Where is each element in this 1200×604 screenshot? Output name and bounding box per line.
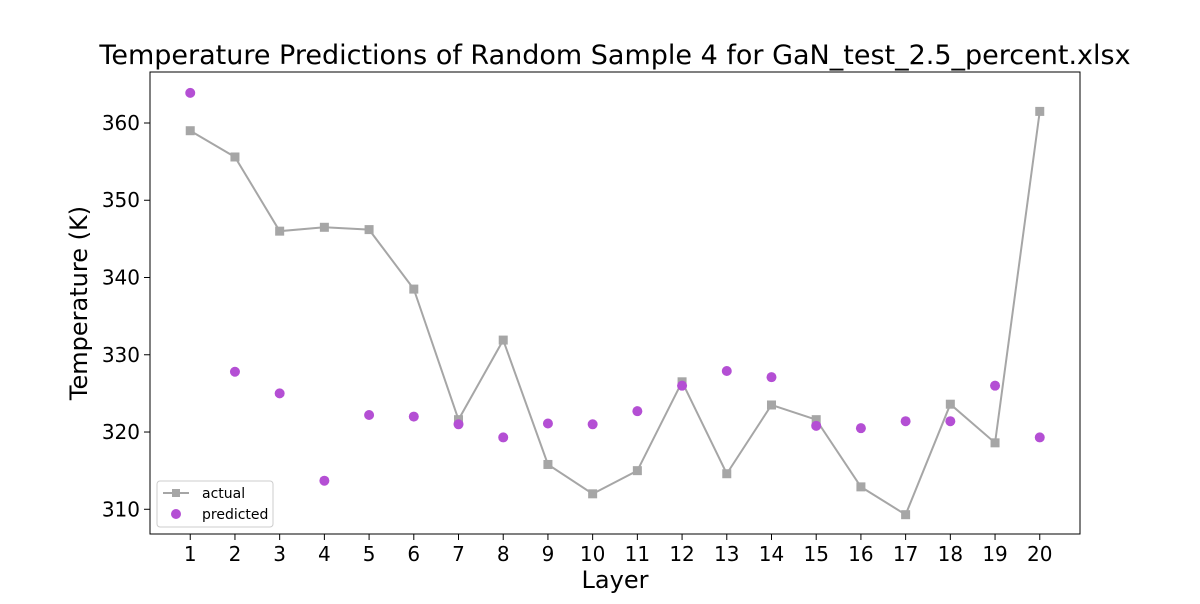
legend-label-actual: actual [202, 486, 245, 502]
data-point-predicted [855, 423, 866, 434]
data-point-predicted [1034, 432, 1045, 443]
data-point-actual [409, 284, 419, 294]
x-tick-label: 17 [893, 542, 918, 566]
y-tick-label: 330 [102, 343, 140, 367]
data-point-predicted [408, 411, 419, 422]
data-point-predicted [990, 380, 1001, 391]
x-tick-label: 18 [938, 542, 963, 566]
x-tick-label: 9 [542, 542, 555, 566]
data-point-predicted [319, 475, 330, 486]
x-tick-label: 19 [982, 542, 1007, 566]
data-point-actual [364, 225, 374, 235]
data-point-actual [185, 126, 195, 136]
x-tick-label: 1 [184, 542, 197, 566]
data-point-predicted [453, 419, 464, 430]
x-tick-label: 3 [273, 542, 286, 566]
data-point-predicted [677, 380, 688, 391]
data-point-actual [722, 469, 732, 479]
y-axis-label: Temperature (K) [65, 206, 93, 401]
x-tick-label: 12 [669, 542, 694, 566]
x-tick-label: 20 [1027, 542, 1052, 566]
data-point-predicted [229, 366, 240, 377]
data-point-predicted [632, 406, 643, 417]
data-point-predicted [900, 416, 911, 427]
y-tick-label: 350 [102, 188, 140, 212]
data-point-predicted [498, 432, 509, 443]
data-point-predicted [587, 419, 598, 430]
data-point-actual [1035, 106, 1045, 116]
x-axis-label: Layer [582, 566, 649, 594]
y-tick-label: 340 [102, 266, 140, 290]
data-point-actual [632, 466, 642, 476]
y-tick-label: 310 [102, 497, 140, 521]
data-point-actual [856, 482, 866, 492]
x-tick-label: 14 [759, 542, 784, 566]
data-point-predicted [274, 388, 285, 399]
x-tick-label: 7 [452, 542, 465, 566]
series-line-actual [189, 111, 1041, 517]
data-point-actual [811, 415, 821, 425]
data-point-actual [543, 459, 553, 469]
plot-frame [149, 71, 1081, 535]
y-tick-label: 360 [102, 111, 140, 135]
data-point-actual [275, 226, 285, 236]
y-tick-label: 320 [102, 420, 140, 444]
x-tick-label: 6 [407, 542, 420, 566]
x-tick-label: 2 [229, 542, 242, 566]
data-point-predicted [185, 87, 196, 98]
data-point-actual [901, 510, 911, 520]
x-tick-label: 16 [848, 542, 873, 566]
data-point-predicted [542, 418, 553, 429]
data-point-predicted [945, 416, 956, 427]
data-point-predicted [811, 420, 822, 431]
legend-marker-actual [172, 489, 180, 497]
data-point-actual [319, 222, 329, 232]
plot-area: 1 2 3 4 5 6 7 8 9 10 11 12 13 14 15 16 17 18 19 20310320330… [102, 71, 1081, 566]
data-point-actual [230, 152, 240, 162]
data-point-actual [945, 399, 955, 409]
x-tick-label: 10 [580, 542, 605, 566]
x-tick-label: 8 [497, 542, 510, 566]
data-point-actual [588, 489, 598, 499]
data-point-actual [498, 335, 508, 345]
x-tick-label: 15 [803, 542, 828, 566]
data-point-actual [766, 400, 776, 410]
chart-title: Temperature Predictions of Random Sample… [98, 40, 1130, 71]
legend-label-predicted: predicted [202, 507, 268, 523]
data-point-actual [990, 438, 1000, 448]
data-point-predicted [766, 372, 777, 383]
legend-marker-predicted [171, 509, 181, 519]
x-tick-label: 4 [318, 542, 331, 566]
x-tick-label: 11 [625, 542, 650, 566]
x-tick-label: 5 [363, 542, 376, 566]
data-point-predicted [364, 410, 375, 421]
data-point-predicted [721, 365, 732, 376]
x-tick-label: 13 [714, 542, 739, 566]
